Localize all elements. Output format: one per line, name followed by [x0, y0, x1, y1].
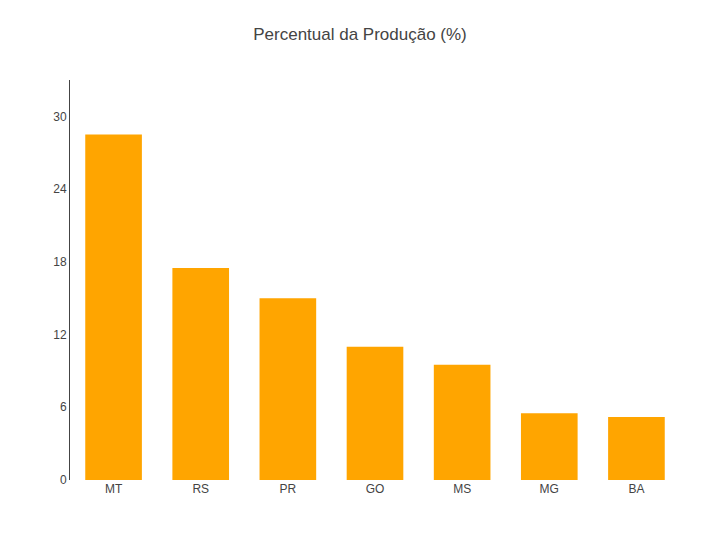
svg-text:6: 6: [60, 400, 67, 414]
svg-text:30: 30: [53, 110, 67, 124]
svg-text:12: 12: [53, 328, 67, 342]
svg-text:18: 18: [53, 255, 67, 269]
svg-text:RS: RS: [192, 482, 209, 496]
svg-text:24: 24: [53, 182, 67, 196]
svg-text:GO: GO: [366, 482, 385, 496]
svg-text:BA: BA: [628, 482, 644, 496]
svg-text:Percentual da Produção (%): Percentual da Produção (%): [253, 25, 467, 44]
svg-text:PR: PR: [280, 482, 297, 496]
svg-text:MT: MT: [105, 482, 123, 496]
svg-text:0: 0: [60, 473, 67, 487]
svg-text:MG: MG: [540, 482, 559, 496]
svg-text:MS: MS: [453, 482, 471, 496]
